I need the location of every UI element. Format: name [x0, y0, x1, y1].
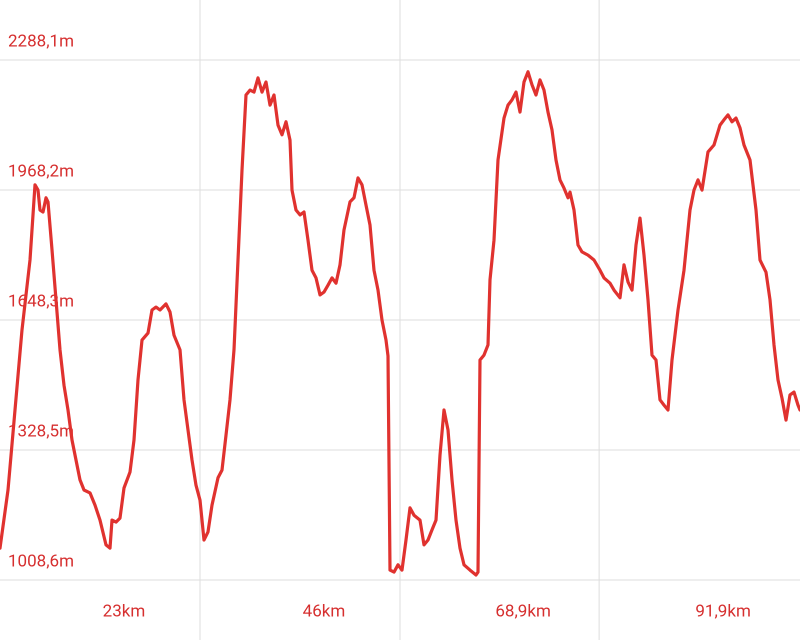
elevation-line	[0, 70, 800, 577]
x-tick-label: 46km	[303, 601, 346, 621]
y-tick-label: 1648,3m	[8, 292, 74, 312]
x-tick-label: 68,9km	[495, 601, 551, 621]
y-tick-label: 2288,1m	[8, 31, 74, 51]
x-tick-label: 91,9km	[695, 601, 751, 621]
y-tick-label: 1008,6m	[8, 551, 74, 571]
y-tick-label: 1328,5m	[8, 421, 74, 441]
x-tick-label: 23km	[103, 601, 146, 621]
y-tick-label: 1968,2m	[8, 161, 74, 181]
